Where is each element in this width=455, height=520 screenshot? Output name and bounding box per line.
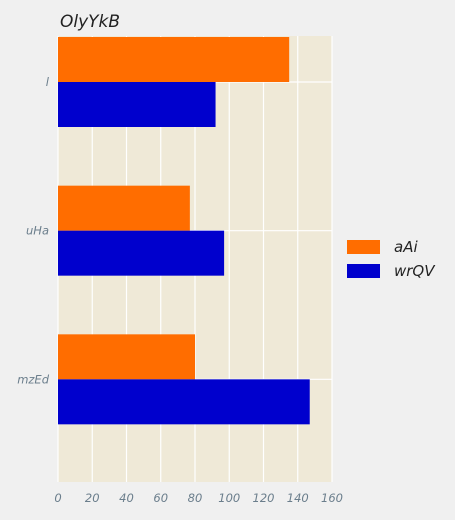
bar-aAi-mzEd [58, 334, 195, 380]
legend-label-wrQV: wrQV [394, 262, 436, 280]
x-tick-label: 60 [153, 491, 168, 505]
y-tick-label: uHa [26, 224, 49, 238]
x-tick-label: 160 [321, 491, 343, 505]
y-axis-ticks: l uHa mzEd [17, 75, 50, 386]
x-tick-label: 80 [188, 491, 203, 505]
bars [58, 37, 310, 425]
chart-title: OlyYkB [60, 12, 120, 32]
x-tick-label: 120 [253, 491, 275, 505]
legend-label-aAi: aAi [394, 238, 418, 256]
x-tick-label: 20 [85, 491, 100, 505]
y-tick-label: mzEd [17, 372, 50, 386]
y-tick-label: l [46, 75, 50, 89]
legend-swatch-wrQV [347, 264, 380, 278]
x-tick-label: 100 [218, 491, 240, 505]
legend-swatch-aAi [347, 240, 380, 254]
x-axis-ticks: 0 20 40 60 80 100 120 140 160 [54, 491, 343, 505]
bar-aAi-uHa [58, 185, 190, 231]
bar-wrQV-l [58, 82, 216, 127]
bar-wrQV-uHa [58, 230, 225, 276]
bar-wrQV-mzEd [58, 379, 310, 425]
x-tick-label: 40 [119, 491, 134, 505]
legend: aAi wrQV [347, 238, 436, 280]
bar-aAi-l [58, 37, 290, 82]
x-tick-label: 140 [287, 491, 309, 505]
x-tick-label: 0 [54, 491, 61, 505]
